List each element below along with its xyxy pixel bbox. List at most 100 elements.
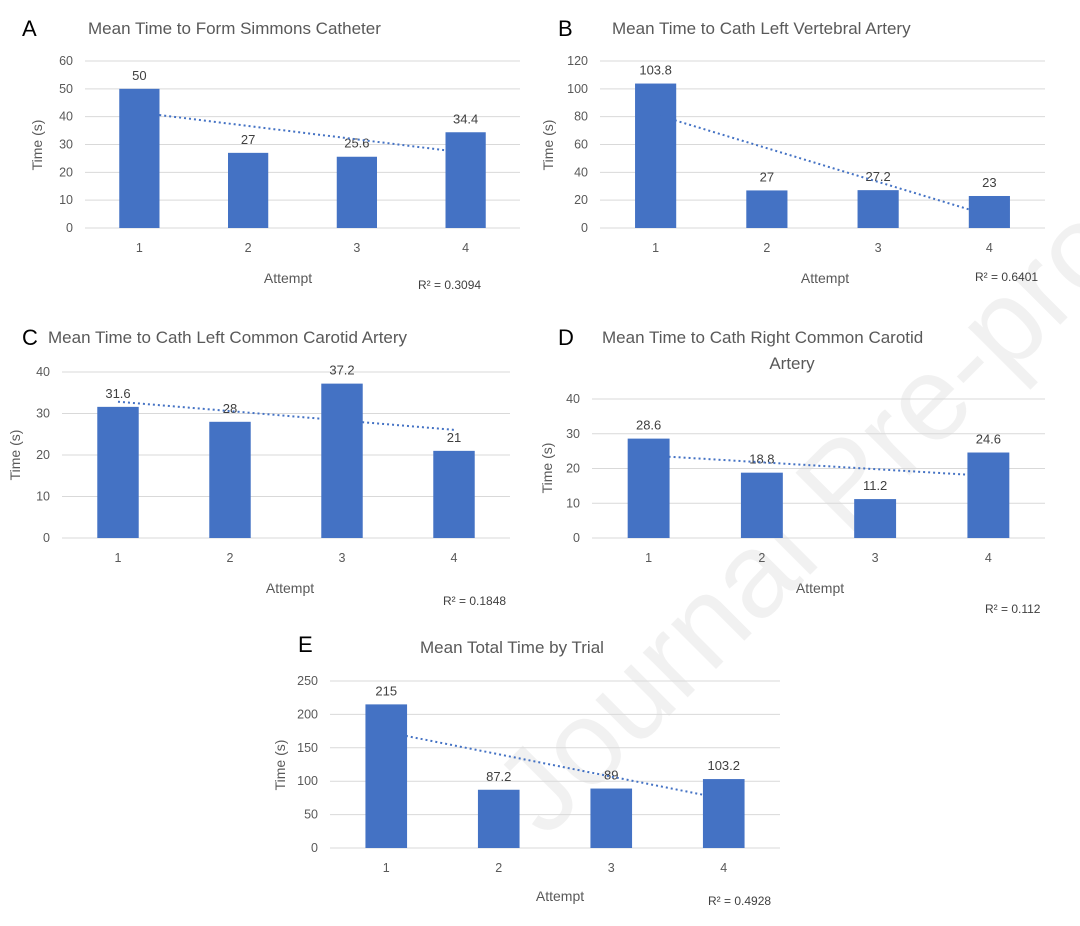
y-tick-label: 150 [297,741,318,755]
x-axis-title: Attempt [536,888,584,904]
bar [336,156,377,228]
bar [857,190,899,228]
y-tick-label: 0 [66,221,73,235]
data-label: 27.2 [865,169,890,184]
y-tick-label: 30 [59,138,73,152]
chart-title: Mean Time to Cath Left Common Carotid Ar… [48,328,408,347]
y-tick-label: 20 [59,165,73,179]
y-tick-label: 0 [581,221,588,235]
trendline [655,113,990,217]
x-tick-label: 4 [985,551,992,565]
chart-panel-e: E Mean Total Time by Trial 0 50 100 150 200 250… [272,632,780,908]
x-tick-label: 4 [720,861,727,875]
data-label: 215 [375,683,397,698]
y-tick-label: 20 [36,448,50,462]
bar [119,88,160,228]
x-tick-label: 2 [227,551,234,565]
data-label: 28.6 [636,418,661,433]
x-tick-label: 2 [245,241,252,255]
data-label: 31.6 [105,386,130,401]
trendline [139,111,466,154]
data-label: 87.2 [486,769,511,784]
x-tick-label: 2 [495,861,502,875]
chart-panel-d: D Mean Time to Cath Right Common Carotid A… [539,325,1045,616]
panel-letter: D [558,325,574,350]
y-tick-label: 100 [297,774,318,788]
bar [321,383,363,538]
y-tick-label: 40 [59,110,73,124]
trendline [648,454,989,477]
chart-title: Mean Time to Cath Right Common Carotid [602,328,923,347]
bar [854,499,897,538]
x-tick-label: 1 [115,551,122,565]
bar [365,704,408,848]
data-label: 27 [241,132,255,147]
data-label: 89 [604,768,618,783]
bar [702,779,745,848]
chart-title: Mean Time to Cath Left Vertebral Artery [612,19,911,38]
y-tick-label: 40 [574,165,588,179]
data-label: 21 [447,430,461,445]
x-tick-label: 1 [383,861,390,875]
y-tick-label: 30 [566,427,580,441]
x-tick-label: 3 [339,551,346,565]
data-label: 24.6 [976,432,1001,447]
y-tick-label: 200 [297,707,318,721]
x-axis-title: Attempt [264,270,312,286]
y-tick-label: 40 [566,392,580,406]
data-label: 27 [760,169,774,184]
y-tick-label: 50 [304,808,318,822]
bar [445,132,486,228]
y-axis-title: Time (s) [7,430,23,481]
bar [746,190,788,228]
y-axis-title: Time (s) [272,740,288,791]
bar [477,789,520,848]
bar [967,452,1010,538]
bar [590,788,633,848]
bar [97,406,139,538]
y-tick-label: 10 [566,496,580,510]
x-tick-label: 2 [758,551,765,565]
bar [740,472,783,538]
x-axis-title: Attempt [266,580,314,596]
chart-panel-c: C Mean Time to Cath Left Common Carotid A… [7,325,510,608]
y-axis-title: Time (s) [29,120,45,171]
y-tick-label: 10 [36,490,50,504]
r-squared-label: R² = 0.4928 [708,894,771,908]
y-axis-title: Time (s) [540,120,556,171]
x-axis-title: Attempt [801,270,849,286]
x-tick-label: 4 [986,241,993,255]
bar [627,438,670,538]
y-tick-label: 20 [566,462,580,476]
x-tick-label: 3 [608,861,615,875]
chart-title: Mean Time to Form Simmons Catheter [88,19,381,38]
x-tick-label: 1 [136,241,143,255]
chart-panel-a: A Mean Time to Form Simmons Catheter 0 10 20… [22,16,520,292]
chart-title: Artery [769,354,815,373]
y-tick-label: 30 [36,407,50,421]
data-label: 50 [132,68,146,83]
y-tick-label: 0 [573,531,580,545]
x-tick-label: 3 [875,241,882,255]
bar [635,83,677,228]
y-tick-label: 120 [567,54,588,68]
y-tick-label: 20 [574,193,588,207]
y-tick-label: 100 [567,82,588,96]
data-label: 11.2 [863,478,887,493]
trendline [386,731,724,800]
trendline [117,400,455,431]
x-tick-label: 2 [763,241,770,255]
y-tick-label: 0 [43,531,50,545]
x-tick-label: 4 [451,551,458,565]
y-tick-label: 50 [59,82,73,96]
x-tick-label: 1 [645,551,652,565]
r-squared-label: R² = 0.112 [985,602,1041,616]
x-tick-label: 3 [353,241,360,255]
y-tick-label: 10 [59,193,73,207]
panel-letter: E [298,632,313,657]
panel-letter: A [22,16,37,41]
charts: A Mean Time to Form Simmons Catheter01020… [7,16,1045,908]
y-tick-label: 80 [574,110,588,124]
x-axis-title: Attempt [796,580,844,596]
